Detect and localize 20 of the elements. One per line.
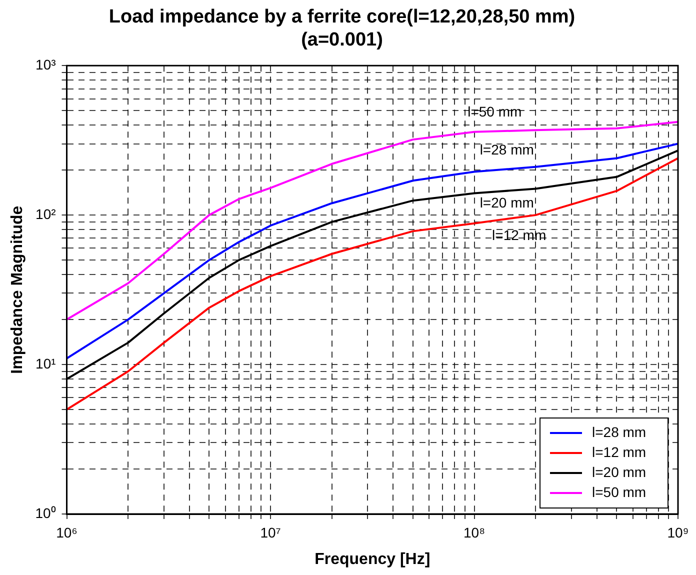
x-tick-label: 10⁶ <box>56 524 78 540</box>
legend-label: l=20 mm <box>592 464 646 480</box>
x-tick-label: 10⁷ <box>260 524 281 540</box>
y-axis-title: Impedance Magnitude <box>9 206 26 374</box>
x-tick-label: 10⁸ <box>464 524 486 540</box>
legend-label: l=12 mm <box>592 444 646 460</box>
annotation: l=28 mm <box>480 142 534 158</box>
y-tick-label: 10¹ <box>36 355 56 372</box>
x-axis-title: Frequency [Hz] <box>314 550 430 568</box>
legend-label: l=50 mm <box>592 484 646 500</box>
annotation: l=50 mm <box>468 104 522 120</box>
annotation: l=12 mm <box>492 226 546 243</box>
chart-subtitle: (a=0.001) <box>301 29 383 50</box>
legend-label: l=28 mm <box>592 424 646 440</box>
chart-title: Load impedance by a ferrite core(l=12,20,28,50 mm) <box>108 6 576 28</box>
y-tick-label: 10² <box>36 206 56 222</box>
y-tick-label: 10³ <box>36 56 56 72</box>
annotation: l=20 mm <box>480 194 534 211</box>
y-tick-label: 10⁰ <box>35 504 56 521</box>
x-tick-label: 10⁹ <box>667 524 689 540</box>
